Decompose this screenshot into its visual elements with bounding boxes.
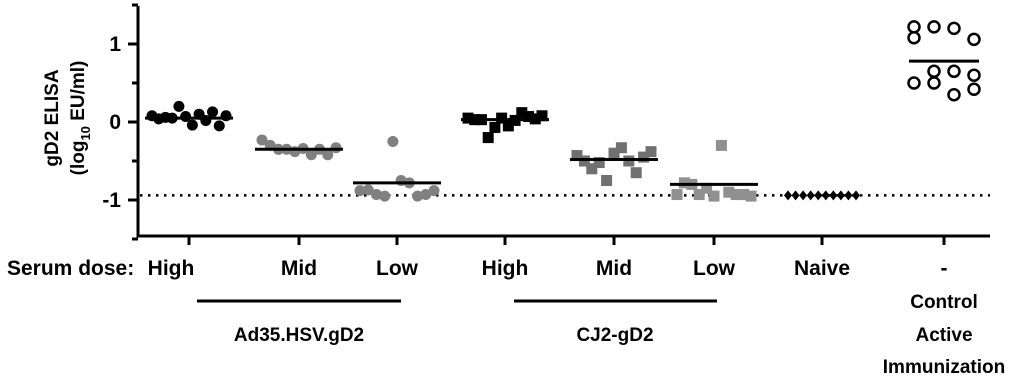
data-point: [645, 146, 657, 158]
data-point: [701, 182, 713, 194]
category-label: Low: [376, 257, 419, 280]
data-point: [462, 112, 474, 124]
y-tick-label: 0: [109, 111, 121, 134]
category-labels: High Mid Low High Mid Low Naive -: [148, 257, 948, 280]
data-point: [829, 190, 838, 201]
data-point: [220, 110, 232, 122]
bracket-label-cj2: CJ2-gD2: [576, 325, 653, 346]
data-point: [173, 100, 185, 112]
control-label-line2: Active: [915, 325, 972, 346]
data-point: [708, 190, 720, 202]
data-point: [200, 114, 212, 126]
data-point: [821, 190, 830, 201]
category-label: Mid: [596, 257, 632, 280]
category-label: Naive: [794, 257, 850, 280]
data-point: [927, 76, 941, 90]
data-point: [947, 87, 961, 102]
data-point: [947, 64, 961, 79]
data-point: [496, 112, 508, 124]
data-point: [907, 76, 921, 90]
data-point: [601, 175, 613, 186]
data-point: [678, 177, 690, 189]
data-point: [362, 184, 374, 196]
category-label: Mid: [281, 257, 317, 280]
data-point: [420, 189, 432, 201]
data-point: [516, 107, 528, 119]
data-point: [852, 190, 860, 201]
data-point: [586, 163, 598, 175]
data-point: [536, 110, 548, 122]
data-point: [615, 142, 627, 154]
data-point: [799, 190, 808, 201]
median-lines: [145, 59, 979, 186]
bracket-label-ad35: Ad35.HSV.gD2: [234, 325, 364, 346]
data-point: [207, 106, 219, 118]
data-point: [715, 139, 727, 151]
category-label: Low: [693, 257, 736, 280]
y-axis-title-line2: (log10 EU/ml): [68, 61, 93, 176]
category-label: High: [148, 257, 195, 280]
control-label-line1: Control: [910, 292, 978, 313]
data-point: [967, 32, 981, 47]
y-tick-label: -1: [102, 189, 121, 212]
data-point: [927, 64, 941, 79]
y-axis-title-line1: gD2 ELISA: [42, 69, 63, 166]
y-tick-label: 1: [109, 33, 121, 56]
x-axis-prefix-label: Serum dose:: [7, 257, 134, 280]
y-ticks: 1 0 -1: [102, 3, 138, 241]
data-point: [305, 149, 317, 161]
data-point: [844, 190, 853, 201]
data-point: [814, 190, 823, 201]
data-point: [180, 111, 192, 123]
data-point: [791, 190, 800, 201]
data-point: [967, 68, 981, 82]
category-label: High: [482, 257, 529, 280]
data-point: [354, 185, 366, 197]
data-point: [370, 189, 382, 201]
control-label-line3: Immunization: [883, 357, 1005, 378]
data-point: [745, 190, 757, 202]
data-point: [907, 31, 921, 45]
data-point: [322, 149, 334, 161]
data-point: [379, 190, 391, 202]
data-point: [489, 121, 501, 133]
data-point: [593, 157, 605, 169]
data-point: [412, 190, 424, 202]
data-point: [186, 119, 198, 131]
data-point: [730, 189, 742, 201]
category-label: -: [941, 257, 948, 280]
data-point: [387, 136, 399, 147]
data-point: [630, 167, 642, 179]
data-point: [927, 20, 941, 34]
data-point: [502, 120, 514, 132]
data-point: [608, 147, 620, 159]
data-point: [523, 111, 535, 123]
data-point: [784, 190, 792, 201]
data-point: [723, 186, 735, 198]
data-points: [146, 20, 981, 202]
data-point: [623, 155, 635, 167]
data-point: [256, 134, 268, 146]
data-point: [738, 189, 750, 201]
data-point: [638, 151, 650, 163]
data-point: [671, 189, 683, 201]
data-point: [213, 120, 225, 132]
data-point: [428, 185, 440, 197]
data-point: [907, 20, 921, 34]
data-point: [482, 132, 494, 144]
data-point: [693, 189, 705, 201]
data-point: [571, 150, 583, 162]
data-point: [330, 142, 342, 154]
data-point: [806, 190, 815, 201]
data-point: [947, 21, 961, 36]
data-point: [836, 190, 845, 201]
data-point: [967, 82, 981, 96]
x-ticks: [187, 236, 946, 245]
data-point: [578, 155, 590, 167]
